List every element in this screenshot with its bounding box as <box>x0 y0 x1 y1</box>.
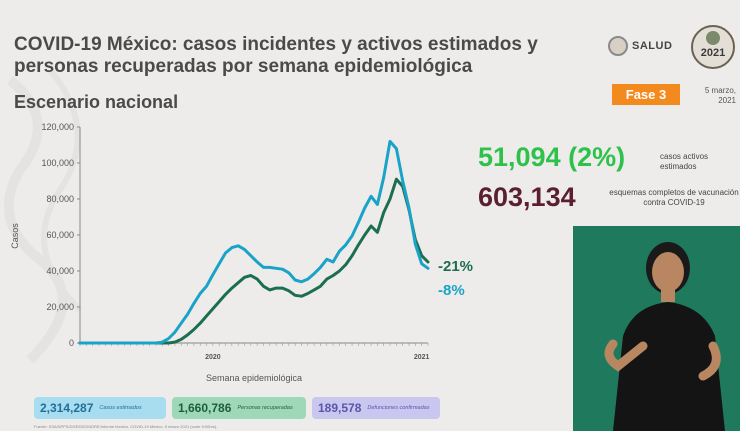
scenario-subtitle: Escenario nacional <box>14 92 179 112</box>
y-tick-label: 0 <box>69 338 74 348</box>
summary-value: 2,314,287 <box>40 401 94 415</box>
summary-estimated-cases: 2,314,287 Casos estimados <box>34 397 166 419</box>
recovered-change-annotation: -8% <box>438 282 465 299</box>
summary-deaths: 189,578 Defunciones confirmadas <box>312 397 440 419</box>
logo-year: 2021 <box>701 47 725 59</box>
y-tick-label: 120,000 <box>41 122 74 132</box>
background-motif <box>3 68 83 364</box>
y-tick-label: 40,000 <box>46 266 74 276</box>
y-tick-label: 80,000 <box>46 194 74 204</box>
summary-label: Casos estimados <box>99 405 142 411</box>
summary-value: 1,660,786 <box>178 401 232 415</box>
y-axis: 0 20,000 40,000 60,000 80,000 100,000 120,000 <box>41 122 81 348</box>
y-tick-label: 20,000 <box>46 302 74 312</box>
incident-change-annotation: -21% <box>438 258 473 275</box>
active-cases-value: 51,094 (2%) <box>478 142 626 172</box>
vaccination-label: esquemas completos de vacunación contra … <box>609 188 739 207</box>
summary-label: Defunciones confirmadas <box>367 405 430 411</box>
active-cases-label: casos activos estimados <box>660 152 709 171</box>
summary-label: Personas recuperadas <box>237 405 293 411</box>
x-tick-label: 2020 <box>205 354 221 361</box>
vaccination-value: 603,134 <box>478 182 576 212</box>
page-title: COVID-19 México: casos incidentes y acti… <box>14 34 538 77</box>
x-axis-label: Semana epidemiológica <box>206 373 302 383</box>
mexico-crest-icon <box>608 36 628 56</box>
x-axis: 2020 2021 <box>79 342 430 361</box>
report-date: 5 marzo, 2021 <box>704 86 736 105</box>
x-tick-label: 2021 <box>414 354 430 361</box>
salud-logo: SALUD <box>608 36 672 56</box>
2021-emblem-icon: 2021 <box>691 25 735 69</box>
sign-language-interpreter-video <box>573 226 740 431</box>
cases-line-chart: 020,00040,00060,00080,000100,000120,000 … <box>10 122 473 383</box>
interpreter-silhouette <box>604 242 725 431</box>
summary-value: 189,578 <box>318 401 362 415</box>
phase-badge: Fase 3 <box>612 84 680 105</box>
salud-label: SALUD <box>632 40 673 52</box>
series-lines <box>78 139 430 345</box>
y-tick-label: 100,000 <box>41 158 74 168</box>
y-tick-label: 60,000 <box>46 230 74 240</box>
summary-recovered: 1,660,786 Personas recuperadas <box>172 397 306 419</box>
y-axis-label: Casos <box>10 223 20 249</box>
source-note: Fuente: SSA/SPPS/DGE/DIE/INDRE/Informe t… <box>34 424 218 429</box>
series-line-incident <box>78 139 430 345</box>
